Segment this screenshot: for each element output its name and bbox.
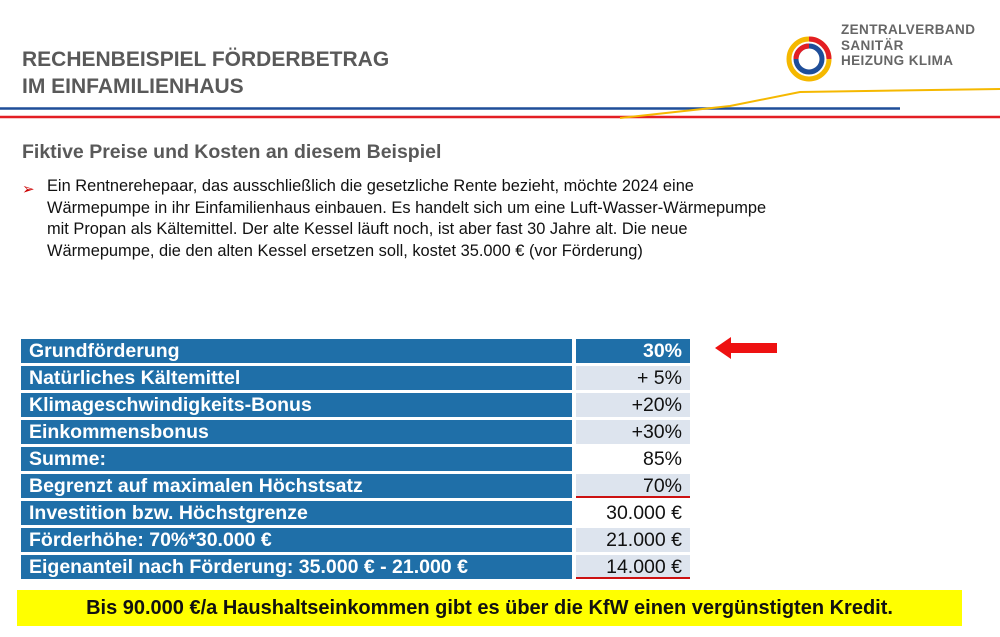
row-label: Begrenzt auf maximalen Höchstsatz (21, 474, 572, 498)
row-value: 14.000 € (572, 555, 690, 579)
row-value: 30.000 € (572, 501, 690, 525)
table-row: Summe: 85% (21, 447, 690, 471)
row-value: 85% (572, 447, 690, 471)
page-title: RECHENBEISPIEL FÖRDERBETRAG IM EINFAMILI… (22, 46, 389, 100)
row-value: 70% (572, 474, 690, 498)
table-row: Förderhöhe: 70%*30.000 € 21.000 € (21, 528, 690, 552)
table-row: Eigenanteil nach Förderung: 35.000 € - 2… (21, 555, 690, 579)
bullet-line-3: mit Propan als Kältemittel. Der alte Kes… (47, 220, 688, 238)
row-label: Summe: (21, 447, 572, 471)
zvshk-logo-icon (786, 36, 832, 82)
row-label: Grundförderung (21, 339, 572, 363)
kfw-credit-banner: Bis 90.000 €/a Haushaltseinkommen gibt e… (17, 590, 962, 626)
bullet-paragraph: Ein Rentnerehepaar, das ausschließlich d… (47, 176, 847, 262)
logo-line-2: SANITÄR (841, 37, 904, 53)
row-value: + 5% (572, 366, 690, 390)
table-row: Klimageschwindigkeits-Bonus +20% (21, 393, 690, 417)
table-row: Einkommensbonus +30% (21, 420, 690, 444)
row-label: Einkommensbonus (21, 420, 572, 444)
row-label: Investition bzw. Höchstgrenze (21, 501, 572, 525)
row-value: 30% (572, 339, 690, 363)
title-line-2: IM EINFAMILIENHAUS (22, 75, 244, 98)
funding-table: Grundförderung 30% Natürliches Kältemitt… (21, 336, 690, 582)
red-arrow-left-icon (715, 337, 777, 359)
row-value: +20% (572, 393, 690, 417)
table-row: Grundförderung 30% (21, 339, 690, 363)
bullet-arrow-icon: ➢ (22, 181, 35, 198)
table-row: Begrenzt auf maximalen Höchstsatz 70% (21, 474, 690, 498)
logo-line-1: ZENTRALVERBAND (841, 22, 976, 37)
section-subtitle: Fiktive Preise und Kosten an diesem Beis… (22, 141, 442, 163)
row-label: Klimageschwindigkeits-Bonus (21, 393, 572, 417)
row-value: +30% (572, 420, 690, 444)
bullet-line-2: Wärmepumpe in ihr Einfamilienhaus einbau… (47, 198, 767, 217)
table-row: Investition bzw. Höchstgrenze 30.000 € (21, 501, 690, 525)
logo-line-3: HEIZUNG KLIMA (841, 53, 954, 68)
header-divider-lines (0, 88, 1000, 119)
row-label: Eigenanteil nach Förderung: 35.000 € - 2… (21, 555, 572, 579)
row-label: Natürliches Kältemittel (21, 366, 572, 390)
table-row: Natürliches Kältemittel + 5% (21, 366, 690, 390)
row-value: 21.000 € (572, 528, 690, 552)
bullet-line-4: Wärmepumpe, die den alten Kessel ersetze… (47, 241, 643, 260)
row-label: Förderhöhe: 70%*30.000 € (21, 528, 572, 552)
logo-text: ZENTRALVERBAND SANITÄR HEIZUNG KLIMA (841, 22, 975, 69)
bullet-line-1: Ein Rentnerehepaar, das ausschließlich d… (47, 177, 694, 195)
title-line-1: RECHENBEISPIEL FÖRDERBETRAG (22, 48, 390, 71)
